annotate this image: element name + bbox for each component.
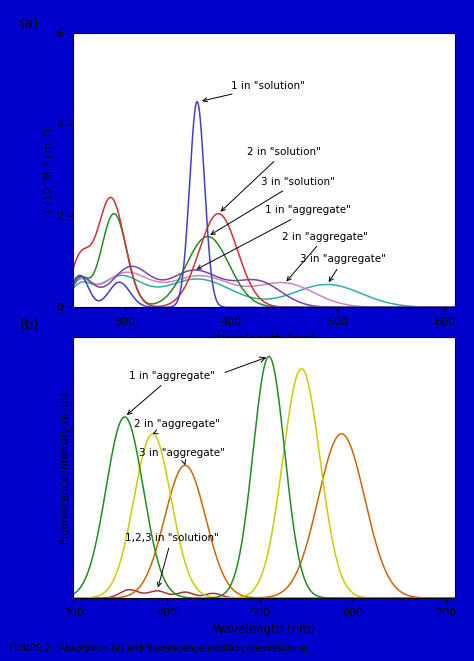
Text: 1 in "aggregate": 1 in "aggregate": [128, 371, 215, 414]
Text: 2 in "aggregate": 2 in "aggregate": [134, 419, 220, 434]
X-axis label: Wavelength (nm): Wavelength (nm): [213, 332, 315, 346]
Text: FIGURE 2.  Absorption (a) and fluorescence excitation/emission sp: FIGURE 2. Absorption (a) and fluorescenc…: [9, 644, 309, 653]
Text: 2 in "solution": 2 in "solution": [221, 147, 321, 211]
Text: (a): (a): [20, 17, 39, 30]
Text: 1 in "aggregate": 1 in "aggregate": [197, 206, 351, 269]
Y-axis label: ε (10⁴ M⁻¹ cm⁻¹): ε (10⁴ M⁻¹ cm⁻¹): [44, 128, 54, 213]
X-axis label: Wavelength (nm): Wavelength (nm): [213, 623, 315, 637]
Text: 1 in "solution": 1 in "solution": [203, 81, 305, 102]
Text: (b): (b): [20, 318, 40, 332]
Text: 3 in "aggregate": 3 in "aggregate": [138, 448, 225, 464]
Text: 3 in "solution": 3 in "solution": [211, 176, 335, 235]
Text: 1,2,3 in "solution": 1,2,3 in "solution": [125, 533, 219, 586]
Text: 2 in "aggregate": 2 in "aggregate": [283, 231, 368, 281]
Text: 3 in "aggregate": 3 in "aggregate": [301, 254, 386, 282]
Y-axis label: Fluorescence Intensity (a. u.): Fluorescence Intensity (a. u.): [61, 392, 71, 543]
